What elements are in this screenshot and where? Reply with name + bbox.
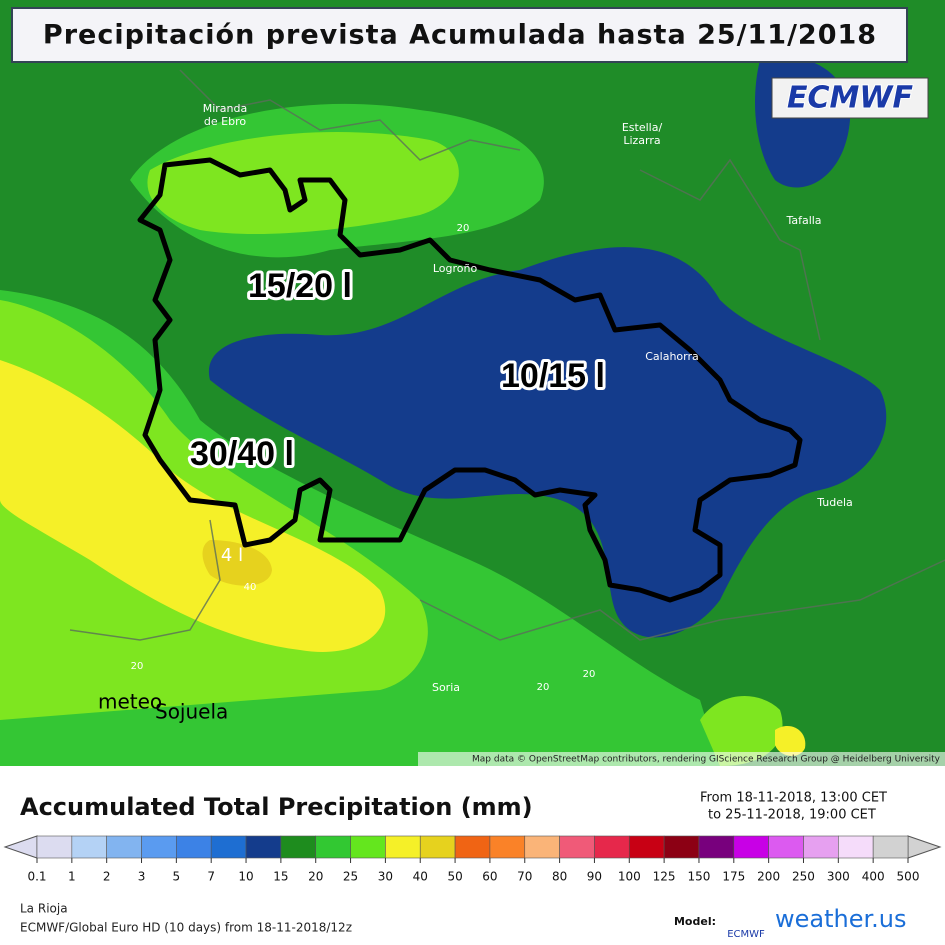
attribution: Map data © OpenStreetMap contributors, r…: [472, 755, 941, 765]
legend-tick-label: 150: [688, 870, 711, 884]
legend-cell: [106, 835, 142, 859]
legend-period: From 18-11-2018, 13:00 CET: [700, 791, 887, 806]
footer-model-label: Model:: [674, 915, 716, 928]
footer-model-run: ECMWF/Global Euro HD (10 days) from 18-1…: [20, 921, 352, 935]
legend-cell: [733, 835, 769, 859]
watermark: meteo: [98, 690, 162, 714]
badge-box: [771, 77, 929, 119]
legend-tick-label: 70: [517, 870, 532, 884]
legend-tick-label: 25: [343, 870, 358, 884]
footer-brand: weather.us: [775, 905, 907, 933]
watermark: Sojuela: [155, 700, 228, 724]
zone-label: 10/15 l: [501, 357, 605, 395]
zone-label: 30/40 l: [190, 435, 294, 473]
legend-title: Accumulated Total Precipitation (mm): [20, 793, 533, 821]
legend-cell: [350, 835, 386, 859]
place-label: Soria: [432, 681, 460, 694]
zone-label: 15/20 l: [248, 267, 352, 305]
legend-tick-label: 3: [138, 870, 146, 884]
place-label: Logroño: [433, 262, 478, 275]
legend-tick-label: 20: [308, 870, 323, 884]
legend-tick-label: 5: [173, 870, 181, 884]
legend-tick-label: 80: [552, 870, 567, 884]
legend-cell: [245, 835, 282, 859]
legend-tick-label: 60: [482, 870, 497, 884]
legend-tick-label: 125: [653, 870, 676, 884]
legend-tick-label: 0.1: [27, 870, 46, 884]
legend-cell: [663, 835, 700, 859]
legend: Accumulated Total Precipitation (mm) Fro…: [0, 766, 945, 945]
contour-label: 20: [457, 223, 470, 234]
zone-label: 4 l: [221, 545, 243, 566]
footer-region: La Rioja: [20, 902, 68, 916]
footer-model-logo: ECMWF: [727, 929, 765, 940]
legend-cell: [489, 835, 526, 859]
legend-period: to 25-11-2018, 19:00 CET: [708, 808, 876, 823]
legend-tick-label: 30: [378, 870, 393, 884]
legend-cell: [872, 835, 909, 859]
legend-tick-label: 40: [413, 870, 428, 884]
title: Precipitación prevista Acumulada hasta 2…: [43, 20, 877, 51]
legend-tick-label: 200: [757, 870, 780, 884]
contour-label: 20: [583, 669, 596, 680]
legend-tick-label: 10: [238, 870, 253, 884]
legend-tick-label: 250: [792, 870, 815, 884]
legend-tick-label: 90: [587, 870, 602, 884]
legend-tick-label: 1: [68, 870, 76, 884]
legend-cell: [71, 835, 107, 859]
legend-cell: [36, 835, 73, 859]
legend-cell: [385, 835, 421, 859]
legend-tick-label: 500: [897, 870, 920, 884]
legend-tick-label: 2: [103, 870, 111, 884]
legend-cell: [559, 835, 595, 859]
legend-tick-label: 300: [827, 870, 850, 884]
place-label: Miranda de Ebro: [203, 102, 248, 128]
legend-cell: [454, 835, 491, 859]
legend-tick-label: 175: [722, 870, 745, 884]
place-label: Tafalla: [785, 214, 821, 227]
legend-cell: [594, 835, 630, 859]
contour-label: 40: [244, 582, 257, 593]
legend-cell: [141, 835, 177, 859]
place-label: Estella/Lizarra: [622, 121, 663, 147]
legend-cell: [210, 835, 247, 859]
legend-cell: [315, 835, 351, 859]
contour-label: 20: [537, 682, 550, 693]
place-label: Tudela: [816, 496, 853, 509]
legend-tick-label: 400: [862, 870, 885, 884]
legend-cell: [628, 835, 665, 859]
legend-cell: [280, 835, 317, 859]
legend-tick-label: 7: [207, 870, 215, 884]
legend-cell: [803, 835, 839, 859]
contour-label: 20: [131, 661, 144, 672]
legend-cell: [419, 835, 456, 859]
legend-cell: [698, 835, 735, 859]
badge: ECMWF: [787, 81, 913, 116]
legend-cell: [838, 835, 874, 859]
title-box: [11, 7, 908, 63]
legend-tick-label: 100: [618, 870, 641, 884]
legend-cell: [524, 835, 560, 859]
legend-tick-label: 50: [447, 870, 462, 884]
legend-cell: [768, 835, 804, 859]
legend-cell: [176, 835, 212, 859]
legend-tick-label: 15: [273, 870, 288, 884]
place-label: Calahorra: [645, 350, 699, 363]
